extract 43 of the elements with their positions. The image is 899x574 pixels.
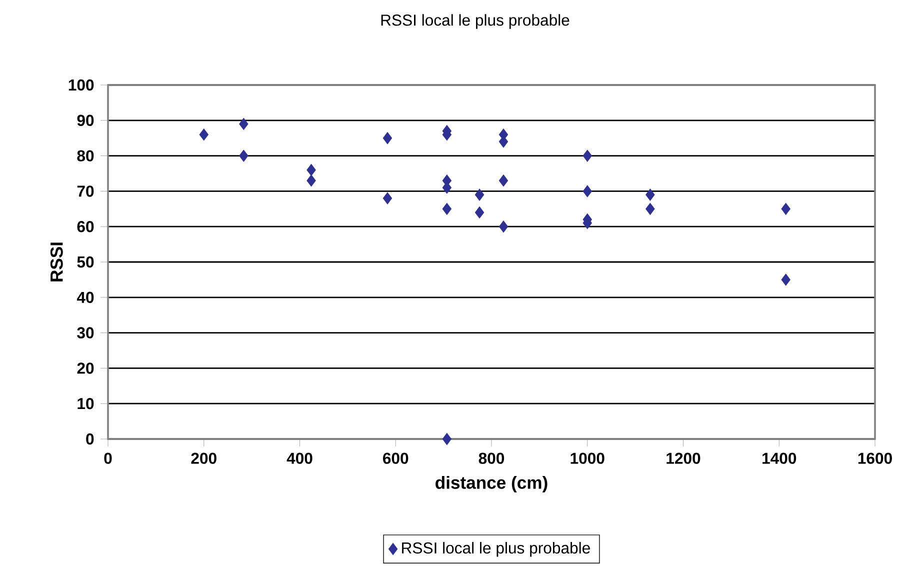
y-tick-label: 60 — [77, 220, 94, 232]
y-tick-label: 70 — [77, 186, 94, 197]
x-tick-label: 600 — [383, 452, 408, 464]
x-axis-title: distance (cm) — [436, 476, 548, 492]
y-tick-label: 100 — [68, 79, 94, 91]
point — [239, 150, 248, 162]
point — [382, 132, 392, 144]
point — [646, 188, 655, 201]
y-tick-label: 10 — [78, 398, 94, 410]
point — [582, 185, 592, 198]
y-tick-label: 30 — [77, 327, 94, 338]
x-tick-label: 800 — [478, 452, 504, 464]
point — [306, 174, 316, 187]
x-tick-label: 1200 — [666, 452, 700, 464]
x-tick-label: 1000 — [570, 452, 604, 464]
x-tick-label: 1600 — [858, 452, 892, 464]
point — [306, 164, 316, 176]
point — [474, 188, 484, 201]
y-axis-title: RSSI — [50, 242, 63, 282]
point — [199, 128, 208, 141]
point — [442, 202, 452, 215]
chart-title: RSSI local le plus probable — [381, 14, 570, 29]
point — [498, 220, 508, 233]
point — [498, 174, 508, 187]
x-tick-label: 0 — [104, 452, 112, 464]
point — [474, 206, 484, 218]
x-tick-label: 400 — [286, 452, 312, 464]
x-tick-label: 200 — [191, 452, 216, 464]
y-tick-label: 40 — [76, 292, 94, 304]
point — [382, 192, 392, 204]
point — [781, 202, 790, 215]
point — [781, 274, 790, 286]
y-tick-label: 50 — [77, 256, 94, 268]
y-tick-label: 80 — [77, 150, 94, 162]
legend-label: RSSI local le plus probable — [402, 542, 590, 557]
y-tick-label: 20 — [77, 362, 94, 374]
point — [582, 150, 592, 162]
point — [442, 433, 452, 445]
x-tick-label: 1400 — [762, 452, 796, 464]
point — [239, 118, 248, 130]
point — [646, 202, 655, 215]
y-tick-label: 0 — [86, 433, 94, 445]
y-tick-label: 90 — [77, 114, 94, 126]
